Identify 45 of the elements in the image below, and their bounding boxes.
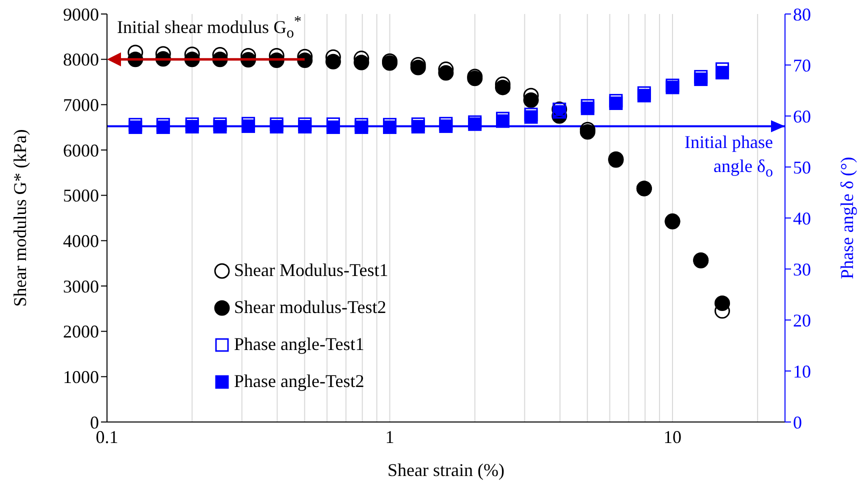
y2-tick-label: 60 (793, 106, 811, 126)
y2-tick-label: 40 (793, 208, 811, 228)
point (354, 118, 368, 132)
point (128, 118, 142, 132)
y-tick-label: 9000 (63, 4, 99, 24)
y2-tick-label: 80 (793, 4, 811, 24)
y-tick-label: 1000 (63, 367, 99, 388)
legend-label: Phase angle-Test1 (234, 334, 364, 355)
point (637, 86, 651, 100)
point (185, 117, 199, 131)
x-axis-title: Shear strain (%) (388, 460, 504, 480)
y2-tick-label: 0 (793, 412, 802, 432)
y-tick-label: 5000 (63, 186, 99, 206)
point (326, 117, 340, 131)
y2-tick-label: 10 (793, 361, 811, 382)
point (156, 118, 170, 132)
point (242, 116, 256, 130)
point (298, 117, 312, 131)
y-axis-title: Shear modulus G* (kPa) (10, 129, 30, 307)
x-tick-label: 1 (385, 426, 394, 447)
point (213, 117, 227, 131)
y2-tick-label: 70 (793, 55, 811, 76)
point (580, 99, 594, 113)
point (411, 117, 425, 131)
y-tick-label: 3000 (63, 276, 99, 296)
y2-tick-label: 20 (793, 310, 811, 330)
y-tick-label: 0 (90, 412, 99, 432)
point (694, 70, 708, 84)
y-tick-label: 7000 (63, 95, 99, 116)
point (270, 117, 284, 131)
y2-axis-title: Phase angle δ (°) (837, 156, 857, 280)
y2-tick-label: 30 (793, 259, 811, 280)
point (439, 116, 453, 130)
legend-label: Phase angle-Test2 (234, 371, 364, 392)
ref-line-label: Initial phase angle δ$_{o}$ (684, 131, 773, 183)
legend-label: Shear modulus-Test2 (234, 297, 386, 318)
y-tick-label: 4000 (63, 231, 99, 252)
legend-label: Shear Modulus-Test1 (234, 260, 388, 281)
x-tick-label: 10 (663, 426, 682, 447)
y-tick-label: 2000 (63, 322, 99, 342)
point (524, 108, 538, 122)
y-tick-label: 8000 (63, 50, 99, 70)
y-tick-label: 6000 (63, 140, 99, 160)
point (609, 94, 623, 108)
y2-tick-label: 50 (793, 157, 811, 178)
